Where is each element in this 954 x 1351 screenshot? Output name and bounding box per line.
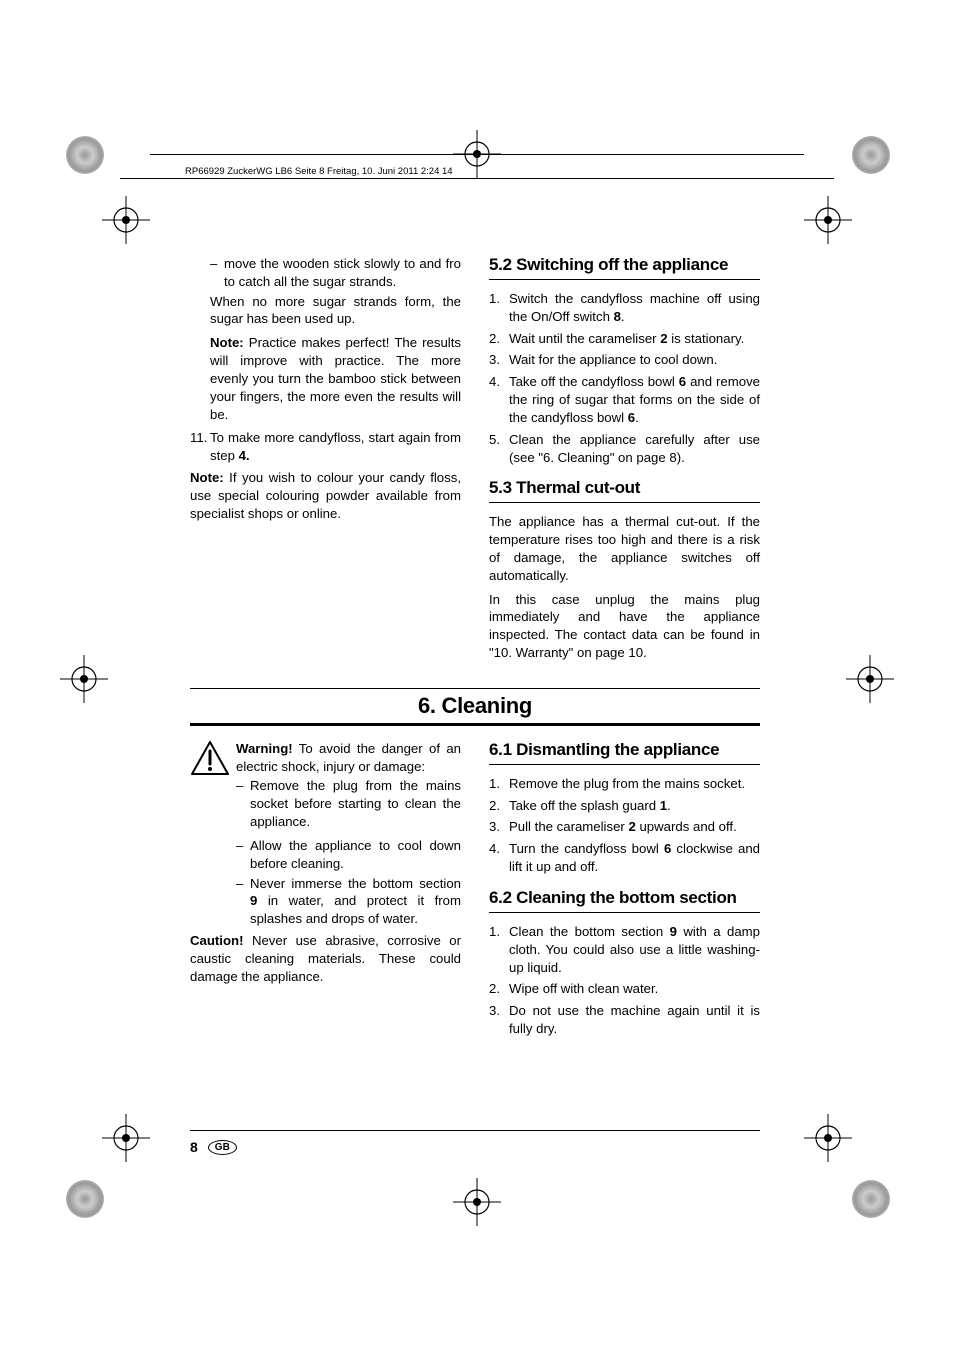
section-rule <box>489 764 760 765</box>
num-marker: 4. <box>489 373 509 426</box>
h1-rule-bottom <box>190 723 760 726</box>
num-marker: 5. <box>489 431 509 467</box>
num-marker: 3. <box>489 1002 509 1038</box>
num-marker: 1. <box>489 923 509 976</box>
dash-marker: – <box>236 837 250 873</box>
page-content: – move the wooden stick slowly to and fr… <box>190 255 760 1042</box>
s62-item3: Do not use the machine again until it is… <box>509 1002 760 1038</box>
reg-corner-tr <box>852 136 890 174</box>
reg-mark-tl <box>102 196 150 244</box>
section-rule <box>489 279 760 280</box>
list-marker-11: 11. <box>190 429 210 465</box>
num-marker: 2. <box>489 330 509 348</box>
s52-item1: Switch the candyfloss machine off using … <box>509 290 760 326</box>
s53-p1: The appliance has a thermal cut-out. If … <box>489 513 760 584</box>
reg-mark-right <box>846 655 894 703</box>
left-p1: When no more sugar strands form, the sug… <box>210 293 461 329</box>
left-lower-column: Warning! To avoid the danger of an elect… <box>190 740 461 1042</box>
s61-item4: Turn the candyfloss bowl 6 clockwise and… <box>509 840 760 876</box>
gb-badge: GB <box>208 1140 237 1155</box>
section-5-3-title: 5.3 Thermal cut-out <box>489 478 760 498</box>
s52-item5: Clean the appliance carefully after use … <box>509 431 760 467</box>
section-5-2-title: 5.2 Switching off the appliance <box>489 255 760 275</box>
reg-corner-br <box>852 1180 890 1218</box>
dash-marker: – <box>236 875 250 928</box>
page-number: 8 <box>190 1139 198 1155</box>
warning-icon <box>190 740 230 833</box>
num-marker: 1. <box>489 775 509 793</box>
section-rule <box>489 912 760 913</box>
reg-corner-bl <box>66 1180 104 1218</box>
reg-mark-bl <box>102 1114 150 1162</box>
print-header: RP66929 ZuckerWG LB6 Seite 8 Freitag, 10… <box>185 166 453 177</box>
list-text-11: To make more candyfloss, start again fro… <box>210 429 461 465</box>
section-6-2-title: 6.2 Cleaning the bottom section <box>489 888 760 908</box>
footer-rule <box>190 1130 760 1131</box>
warn-d1: Remove the plug from the mains socket be… <box>250 777 461 830</box>
num-marker: 3. <box>489 351 509 369</box>
right-column: 5.2 Switching off the appliance 1.Switch… <box>489 255 760 668</box>
left-column: – move the wooden stick slowly to and fr… <box>190 255 461 668</box>
s52-item2: Wait until the carameliser 2 is stationa… <box>509 330 760 348</box>
section-6-title: 6. Cleaning <box>190 693 760 719</box>
h1-rule-top <box>190 688 760 689</box>
num-marker: 1. <box>489 290 509 326</box>
warning-intro: Warning! To avoid the danger of an elect… <box>236 740 461 776</box>
num-marker: 2. <box>489 980 509 998</box>
section-rule <box>489 502 760 503</box>
left-note1: Note: Practice makes perfect! The result… <box>210 334 461 423</box>
s61-item1: Remove the plug from the mains socket. <box>509 775 760 793</box>
s61-item3: Pull the carameliser 2 upwards and off. <box>509 818 760 836</box>
right-lower-column: 6.1 Dismantling the appliance 1.Remove t… <box>489 740 760 1042</box>
reg-mark-tr <box>804 196 852 244</box>
caution-text: Caution! Never use abrasive, corrosive o… <box>190 932 461 985</box>
section-6-1-title: 6.1 Dismantling the appliance <box>489 740 760 760</box>
s52-item4: Take off the candyfloss bowl 6 and remov… <box>509 373 760 426</box>
num-marker: 3. <box>489 818 509 836</box>
reg-mark-bottom <box>453 1178 501 1226</box>
reg-corner-tl <box>66 136 104 174</box>
s62-item2: Wipe off with clean water. <box>509 980 760 998</box>
left-note2: Note: If you wish to colour your candy f… <box>190 469 461 522</box>
page-footer: 8 GB <box>190 1130 760 1155</box>
reg-mark-br <box>804 1114 852 1162</box>
reg-mark-left <box>60 655 108 703</box>
s61-item2: Take off the splash guard 1. <box>509 797 760 815</box>
s53-p2: In this case unplug the mains plug immed… <box>489 591 760 662</box>
num-marker: 4. <box>489 840 509 876</box>
warn-d3: Never immerse the bottom section 9 in wa… <box>250 875 461 928</box>
s62-item1: Clean the bottom section 9 with a damp c… <box>509 923 760 976</box>
dash-marker: – <box>210 255 224 291</box>
dash-marker: – <box>236 777 250 830</box>
num-marker: 2. <box>489 797 509 815</box>
hairline-top <box>120 178 834 179</box>
hairline-header <box>150 154 804 155</box>
left-dash-text: move the wooden stick slowly to and fro … <box>224 255 461 291</box>
warn-d2: Allow the appliance to cool down before … <box>250 837 461 873</box>
s52-item3: Wait for the appliance to cool down. <box>509 351 760 369</box>
